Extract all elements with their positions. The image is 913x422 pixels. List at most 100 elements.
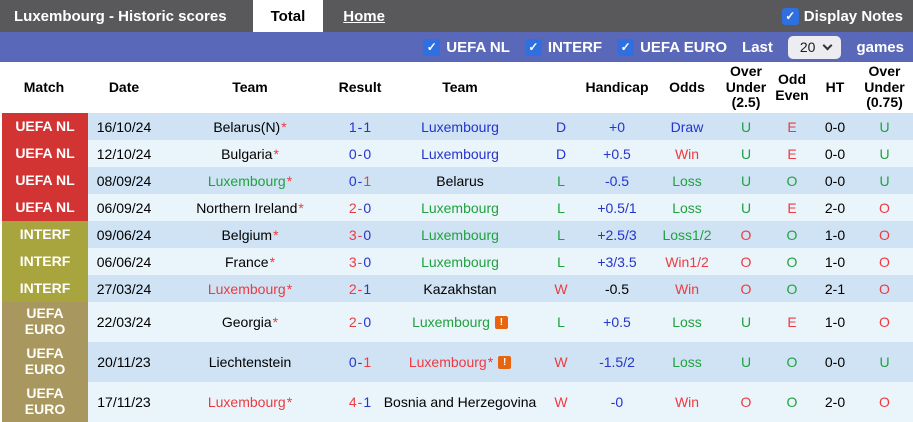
match-date: 16/10/24 xyxy=(96,118,152,135)
ht-score: 2-1 xyxy=(824,280,846,297)
interf-checkbox[interactable]: ✓ xyxy=(524,38,542,56)
handicap-value: +0.5 xyxy=(603,145,631,162)
home-team-name: Northern Ireland xyxy=(196,199,298,216)
header-cell-match: Match xyxy=(23,78,65,95)
full-time-score: 1-1 xyxy=(340,113,380,140)
header-cell-wdl xyxy=(540,62,582,113)
score-away: 1 xyxy=(363,394,372,410)
ht-score: 1-0 xyxy=(824,314,846,330)
competition-badge: UEFA EURO xyxy=(0,342,88,382)
display-notes-checkbox[interactable]: ✓ xyxy=(781,7,799,25)
full-time-score: 2-0 xyxy=(340,302,380,342)
match-date: 06/06/24 xyxy=(96,253,152,270)
display-notes-group: ✓ Display Notes xyxy=(781,0,913,32)
home-team-name: Georgia xyxy=(221,314,272,330)
filter-uefa-euro: ✓ UEFA EURO xyxy=(617,38,728,56)
odds-result: Win1/2 xyxy=(665,253,709,270)
odds-result: Win xyxy=(674,145,700,162)
score-dash: - xyxy=(357,394,363,410)
score-home: 3 xyxy=(348,253,357,270)
odd-even-value: O xyxy=(786,172,798,189)
result-letter: L xyxy=(557,314,565,330)
result-letter: L xyxy=(557,172,565,189)
header-cell-handicap: Handicap xyxy=(585,78,649,95)
competition-badge: INTERF xyxy=(0,275,88,302)
score-away: 0 xyxy=(363,314,372,330)
ht-score: 1-0 xyxy=(824,253,846,270)
home-team-star: * xyxy=(273,226,279,243)
over-under-25-value: O xyxy=(740,253,752,270)
odd-even-value: E xyxy=(787,199,797,216)
full-time-score: 0-0 xyxy=(340,140,380,167)
table-row: UEFA NL 16/10/24 Belarus(N)*! 1-1 Luxemb… xyxy=(0,113,913,140)
odds-result: Loss xyxy=(672,314,702,330)
match-date: 12/10/24 xyxy=(96,145,152,162)
tab-home[interactable]: Home xyxy=(343,7,385,25)
result-letter: L xyxy=(557,226,565,243)
uefa-nl-checkbox[interactable]: ✓ xyxy=(423,38,441,56)
over-under-075-value: U xyxy=(879,354,890,370)
home-team-name: Bulgaria xyxy=(221,145,273,162)
uefa-euro-checkbox[interactable]: ✓ xyxy=(617,38,635,56)
full-time-score: 2-1 xyxy=(340,275,380,302)
tab-total[interactable]: Total xyxy=(252,0,324,32)
score-dash: - xyxy=(357,253,363,270)
match-date: 27/03/24 xyxy=(96,280,152,297)
score-dash: - xyxy=(357,280,363,297)
result-letter: D xyxy=(555,118,567,135)
score-away: 1 xyxy=(363,280,372,297)
handicap-value: -0.5 xyxy=(604,172,630,189)
over-under-075-value: O xyxy=(879,314,890,330)
odd-even-value: O xyxy=(786,226,798,243)
away-team-name: Luxembourg xyxy=(421,253,499,270)
score-dash: - xyxy=(357,118,363,135)
odd-even-value: E xyxy=(787,145,797,162)
score-away: 0 xyxy=(363,145,372,162)
score-dash: - xyxy=(357,172,363,189)
score-home: 2 xyxy=(348,314,357,330)
ht-score: 1-0 xyxy=(824,226,846,243)
score-dash: - xyxy=(357,145,363,162)
score-home: 1 xyxy=(348,118,357,135)
games-label: games xyxy=(856,38,904,56)
over-under-075-value: U xyxy=(879,145,890,162)
score-home: 2 xyxy=(348,280,357,297)
match-date: 09/06/24 xyxy=(96,226,152,243)
home-team-star: * xyxy=(286,280,293,297)
odd-even-value: E xyxy=(787,118,797,135)
over-under-075-value: O xyxy=(879,253,890,270)
home-team-name: Liechtenstein xyxy=(208,354,292,370)
home-team-star: * xyxy=(298,199,304,216)
odds-result: Loss xyxy=(672,199,702,216)
table-header: Match Date Team Result Team Handicap Odd… xyxy=(0,62,913,113)
filter-uefa-nl: ✓ UEFA NL xyxy=(423,38,510,56)
competition-badge: UEFA EURO xyxy=(0,302,88,342)
result-letter: W xyxy=(554,394,568,410)
table-row: UEFA EURO 22/03/24 Georgia*! 2-0 Luxembo… xyxy=(0,302,913,342)
away-team-name: Luxembourg xyxy=(421,199,499,216)
score-away: 1 xyxy=(363,118,372,135)
ht-score: 2-0 xyxy=(824,199,846,216)
chevron-down-icon xyxy=(823,40,833,50)
full-time-score: 2-0 xyxy=(340,194,380,221)
competition-badge: INTERF xyxy=(0,248,88,275)
competition-badge: UEFA NL xyxy=(0,140,88,167)
home-team-star: * xyxy=(272,314,279,330)
competition-badge: UEFA EURO xyxy=(0,382,88,422)
games-count-select[interactable]: 20 xyxy=(787,35,842,59)
away-team-name: Kazakhstan xyxy=(423,280,497,297)
display-notes-label: Display Notes xyxy=(803,7,903,25)
score-away: 0 xyxy=(363,199,372,216)
header-cell-odd-even: Odd Even xyxy=(775,70,809,103)
full-time-score: 3-0 xyxy=(340,221,380,248)
home-team-name: Belgium xyxy=(221,226,273,243)
odds-result: Win xyxy=(674,280,700,297)
table-row: UEFA NL 06/09/24 Northern Ireland*! 2-0 … xyxy=(0,194,913,221)
score-dash: - xyxy=(357,314,363,330)
header-cell-over-under-075: Over Under (0.75) xyxy=(864,62,905,111)
score-away: 0 xyxy=(363,253,372,270)
over-under-25-value: U xyxy=(740,314,752,330)
score-home: 0 xyxy=(348,354,357,370)
uefa-euro-label: UEFA EURO xyxy=(640,38,728,56)
over-under-25-value: O xyxy=(740,226,752,243)
